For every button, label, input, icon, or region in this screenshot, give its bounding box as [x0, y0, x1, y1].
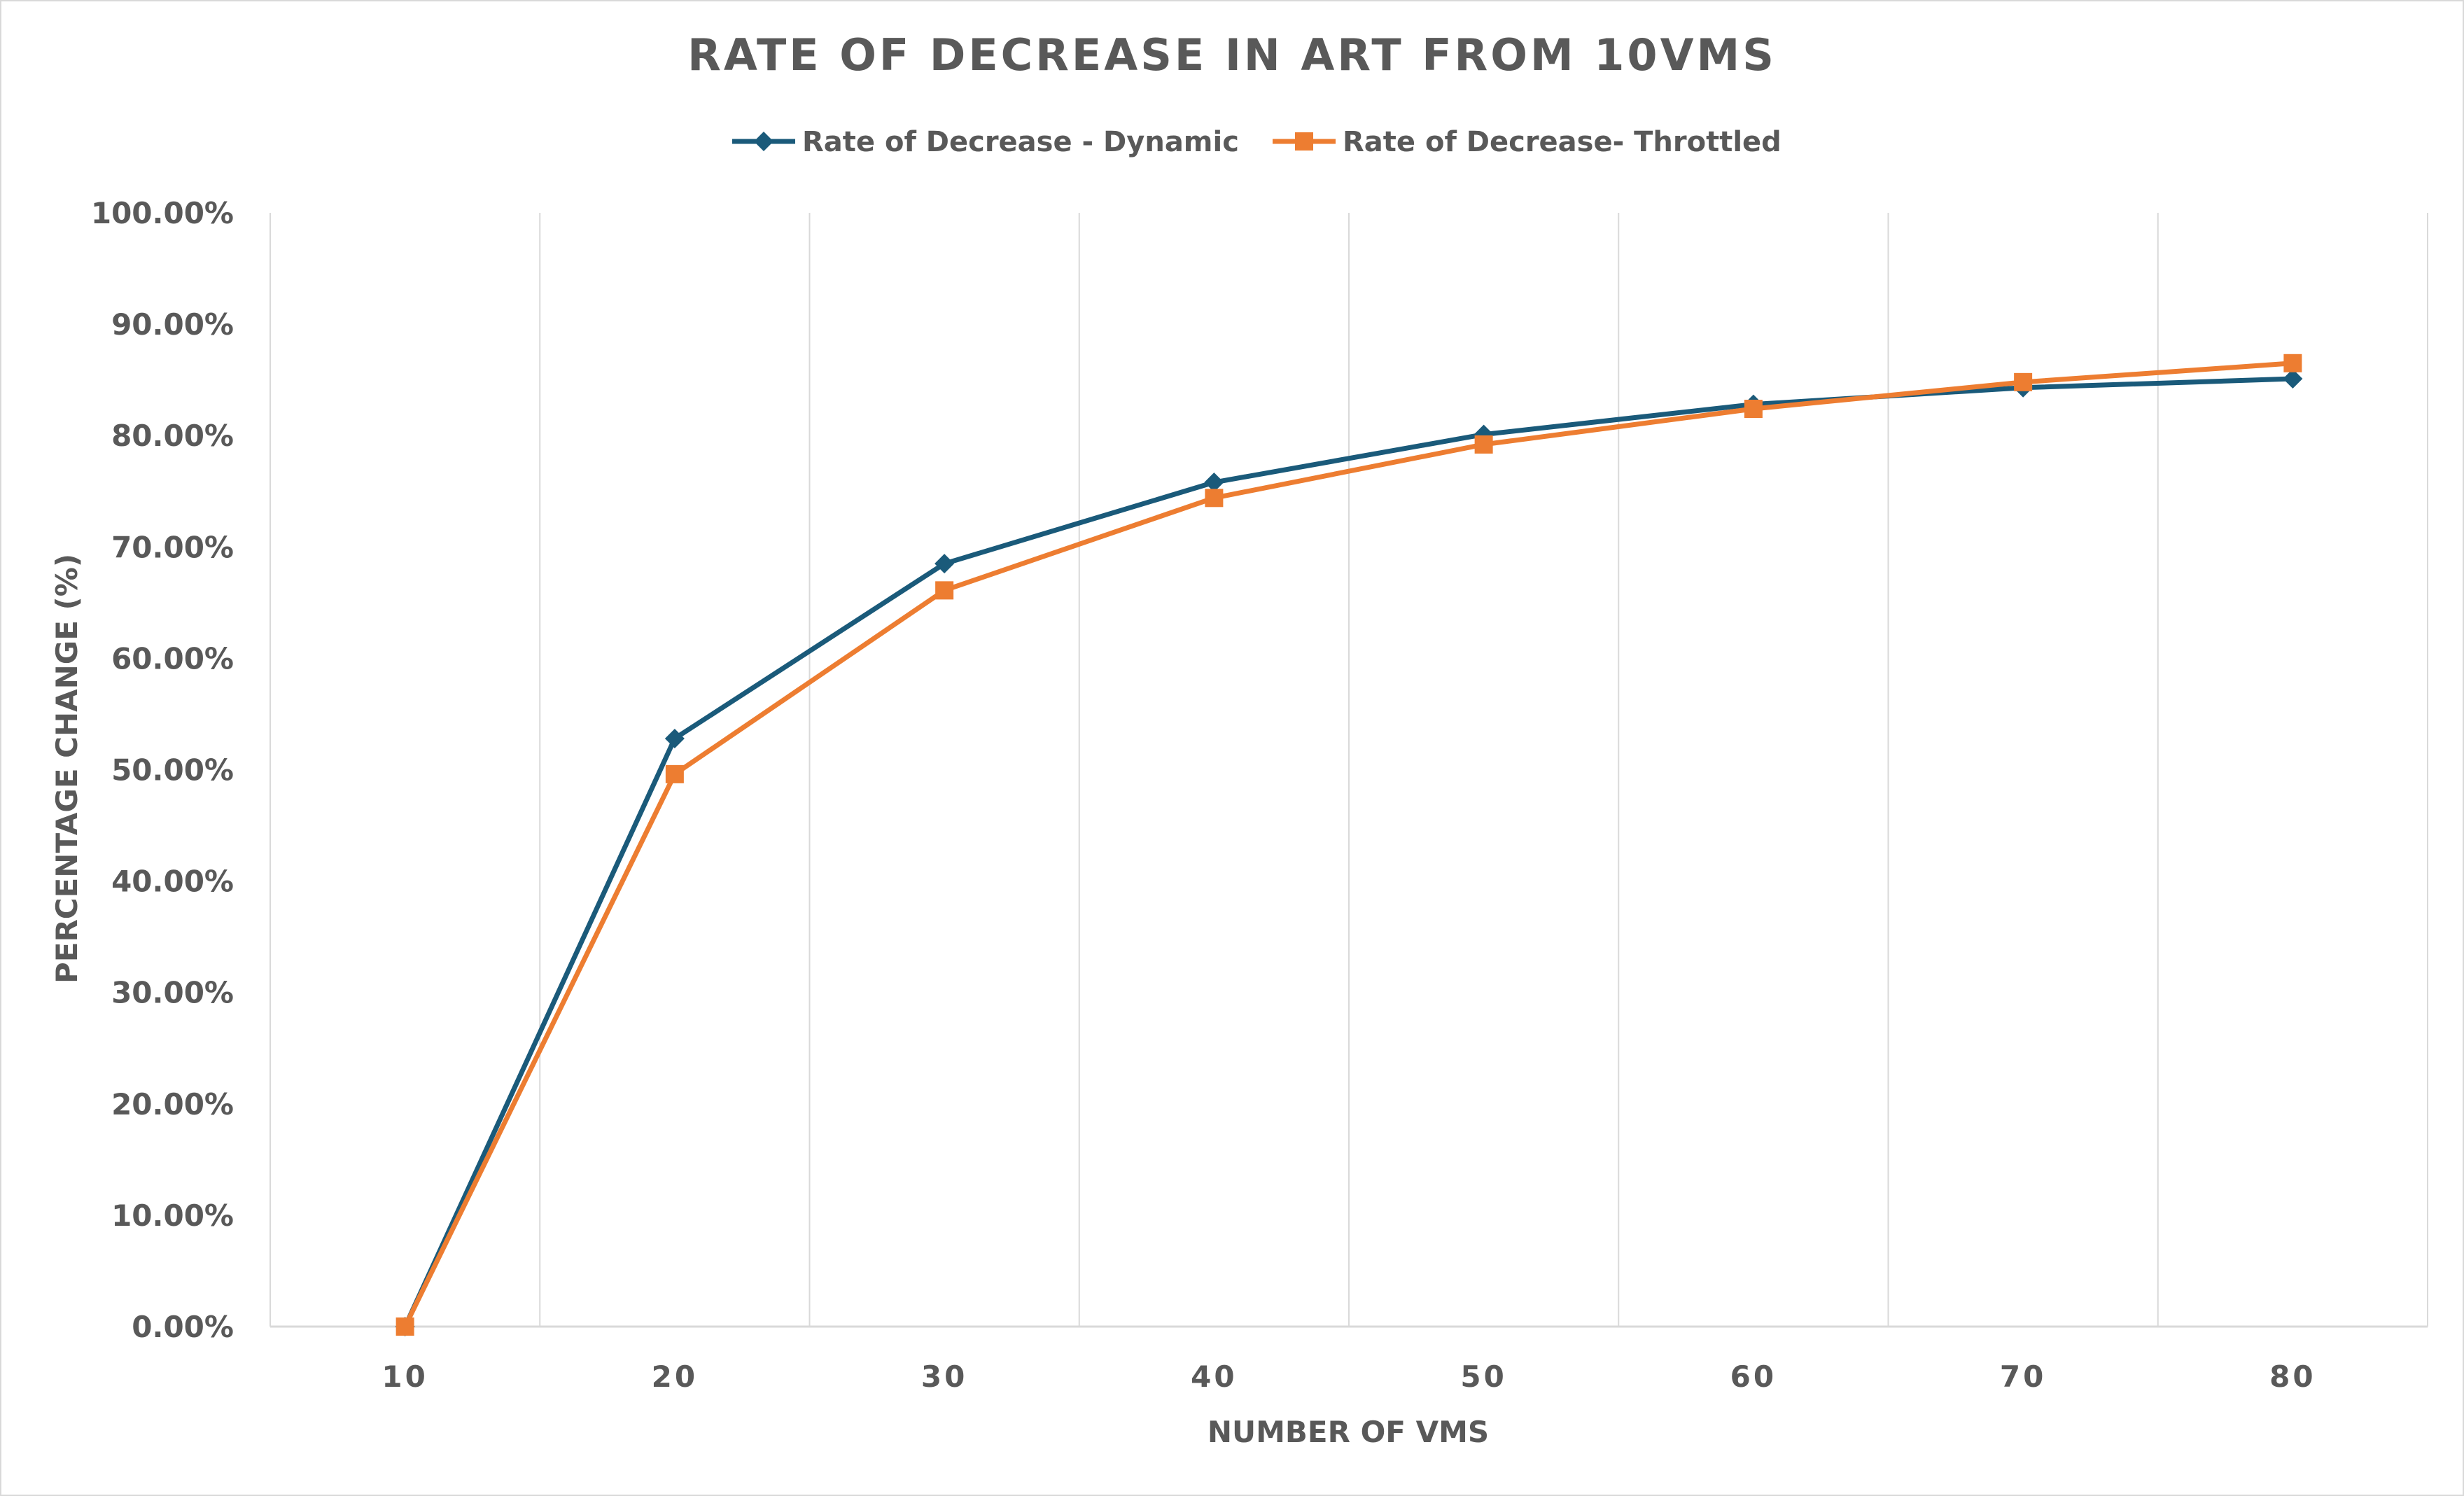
- y-tick-label: 100.00%: [91, 196, 234, 230]
- series-line: [402, 376, 2293, 1328]
- data-point-throttled: [2283, 354, 2302, 372]
- y-tick-label: 60.00%: [111, 641, 234, 676]
- series-group: [395, 354, 2303, 1336]
- x-tick-label: 80: [2269, 1359, 2316, 1394]
- x-tick-label: 40: [1191, 1359, 1237, 1394]
- y-tick-label: 90.00%: [111, 307, 234, 342]
- legend-item-dynamic: Rate of Decrease - Dynamic: [732, 126, 1239, 158]
- y-tick-label: 70.00%: [111, 530, 234, 564]
- data-point-throttled: [1744, 400, 1763, 419]
- legend-marker-dynamic: [754, 132, 774, 151]
- x-tick-label: 60: [1730, 1359, 1777, 1394]
- x-tick-label: 20: [652, 1359, 698, 1394]
- legend-label-dynamic: Rate of Decrease - Dynamic: [802, 126, 1239, 158]
- data-point-throttled: [665, 764, 684, 783]
- x-tick-label: 70: [2000, 1359, 2046, 1394]
- data-point-dynamic: [1204, 473, 1224, 493]
- data-point-throttled: [1474, 435, 1493, 454]
- data-point-dynamic: [2283, 369, 2303, 389]
- y-tick-label: 40.00%: [111, 865, 234, 899]
- y-tick-label: 50.00%: [111, 753, 234, 788]
- y-tick-label: 10.00%: [111, 1198, 234, 1233]
- gridlines: [539, 213, 2428, 1327]
- data-point-throttled: [396, 1317, 414, 1336]
- y-tick-label: 30.00%: [111, 976, 234, 1010]
- y-tick-label: 0.00%: [132, 1310, 234, 1344]
- y-tick-label: 80.00%: [111, 419, 234, 453]
- data-point-throttled: [1205, 489, 1224, 508]
- x-axis-title: NUMBER OF VMS: [1208, 1415, 1489, 1449]
- x-tick-label: 30: [921, 1359, 967, 1394]
- x-axis-ticks: 10 20 30 40 50 60 70 80: [382, 1359, 2316, 1394]
- legend-label-throttled: Rate of Decrease- Throttled: [1343, 126, 1782, 158]
- y-axis-title: PERCENTAGE CHANGE (%): [50, 554, 84, 984]
- data-point-dynamic: [664, 728, 685, 748]
- x-tick-label: 10: [382, 1359, 428, 1394]
- legend: Rate of Decrease - Dynamic Rate of Decre…: [732, 126, 1782, 158]
- data-point-throttled: [2014, 372, 2033, 391]
- chart-title: RATE OF DECREASE IN ART FROM 10VMS: [687, 29, 1777, 81]
- x-tick-label: 50: [1460, 1359, 1506, 1394]
- legend-marker-throttled: [1295, 132, 1313, 151]
- axes: [270, 213, 2428, 1328]
- y-tick-label: 20.00%: [111, 1087, 234, 1121]
- legend-item-throttled: Rate of Decrease- Throttled: [1273, 126, 1782, 158]
- series-throttled: [396, 354, 2302, 1336]
- y-axis-ticks: 0.00% 10.00% 20.00% 30.00% 40.00% 50.00% 60.00…: [91, 196, 234, 1344]
- data-point-throttled: [935, 581, 954, 600]
- data-point-dynamic: [934, 554, 955, 574]
- series-line: [402, 361, 2293, 1328]
